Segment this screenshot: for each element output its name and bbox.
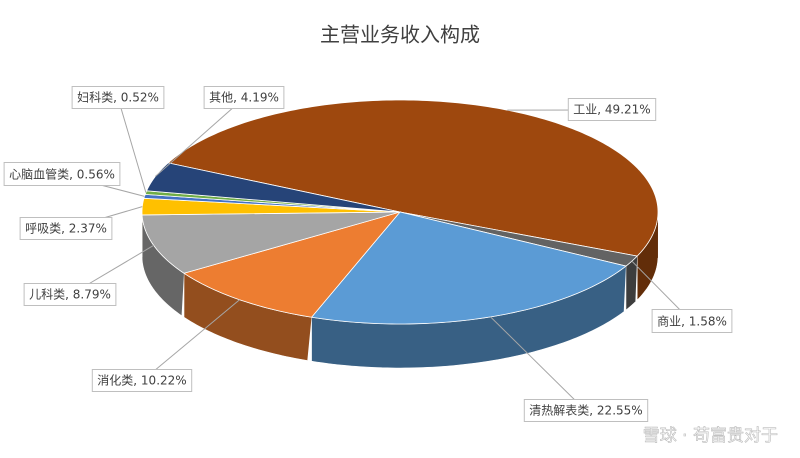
data-label: 妇科类, 0.52%: [77, 91, 159, 105]
watermark: 雪球 · 苟富贵对于: [643, 426, 778, 446]
label-box: [71, 86, 165, 109]
data-label: 商业, 1.58%: [657, 314, 727, 329]
label-box: [3, 162, 121, 186]
leader-line: [117, 97, 147, 193]
data-label: 消化类, 10.22%: [97, 374, 186, 388]
data-labels: 工业, 49.21% 商业, 1.58% 清热解表类, 22.55% 消化类, 10.…: [3, 86, 733, 422]
slice: [399, 211, 639, 267]
leader-line: [141, 299, 240, 382]
chart-title: 主营业务收入构成: [320, 23, 480, 47]
data-label: 工业, 49.21%: [573, 103, 650, 117]
slice: [310, 211, 627, 325]
leader-line: [154, 97, 245, 177]
label-box: [651, 309, 733, 333]
data-label: 其他, 4.19%: [209, 91, 279, 105]
label-box: [523, 399, 649, 422]
data-label: 儿科类, 8.79%: [29, 288, 111, 302]
label-box: [567, 98, 657, 121]
leader-line: [490, 316, 587, 412]
slice: [141, 197, 401, 216]
label-box: [91, 369, 193, 392]
data-label: 清热解表类, 22.55%: [529, 404, 642, 418]
pie-tops: [141, 99, 659, 325]
data-label: 心脑血管类, 0.56%: [9, 167, 115, 182]
label-box: [203, 86, 285, 109]
data-label: 呼吸类, 2.37%: [25, 222, 107, 236]
label-box: [23, 283, 117, 306]
label-box: [19, 217, 113, 240]
